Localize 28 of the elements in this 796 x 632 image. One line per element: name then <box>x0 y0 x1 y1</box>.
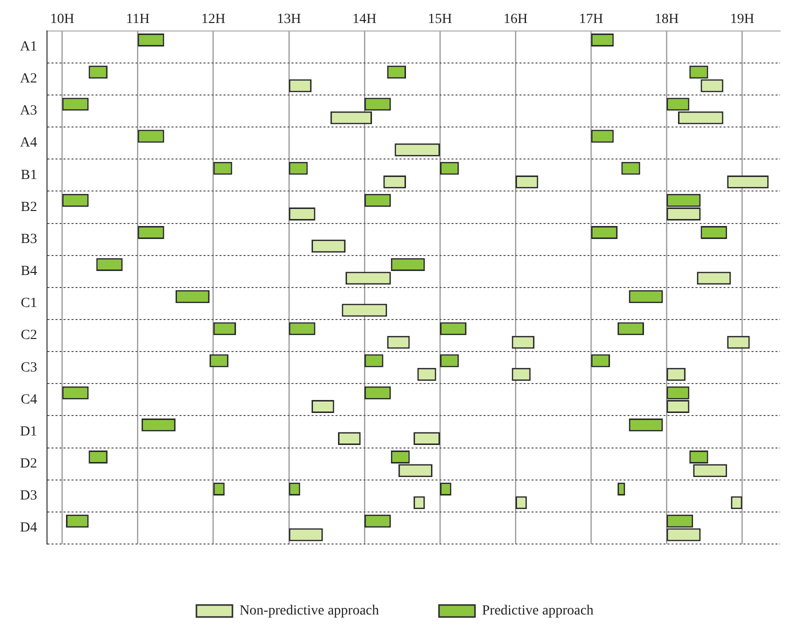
y-tick-label: C2 <box>20 328 38 344</box>
x-tick-label: 11H <box>126 12 150 28</box>
x-tick-label: 10H <box>50 12 74 28</box>
x-tick-label: 14H <box>352 12 377 28</box>
y-tick-label: D1 <box>20 424 38 440</box>
x-tick-label: 12H <box>201 12 226 28</box>
x-tick-label: 19H <box>730 12 754 28</box>
x-tick-label: 16H <box>503 12 528 28</box>
legend-label: Non-predictive approach <box>239 604 380 619</box>
y-tick-label: A1 <box>20 40 38 55</box>
legend-label: Predictive approach <box>482 604 594 619</box>
x-tick-label: 15H <box>428 12 452 28</box>
y-tick-label: B1 <box>20 168 38 183</box>
y-tick-label: C4 <box>20 392 38 408</box>
y-tick-label: A4 <box>20 136 38 151</box>
x-tick-label: 18H <box>654 12 679 28</box>
x-tick-label: 17H <box>579 12 604 28</box>
y-tick-label: D3 <box>20 488 38 504</box>
y-tick-label: C1 <box>20 296 38 312</box>
y-tick-label: A3 <box>20 104 38 119</box>
y-tick-label: D2 <box>20 456 38 472</box>
y-tick-label: D4 <box>20 520 38 536</box>
y-tick-label: B3 <box>20 232 38 247</box>
x-tick-label: 13H <box>276 12 301 28</box>
y-tick-label: A2 <box>20 72 38 87</box>
y-tick-label: B2 <box>20 200 38 215</box>
y-tick-label: B4 <box>20 264 38 280</box>
y-tick-label: C3 <box>20 360 38 376</box>
